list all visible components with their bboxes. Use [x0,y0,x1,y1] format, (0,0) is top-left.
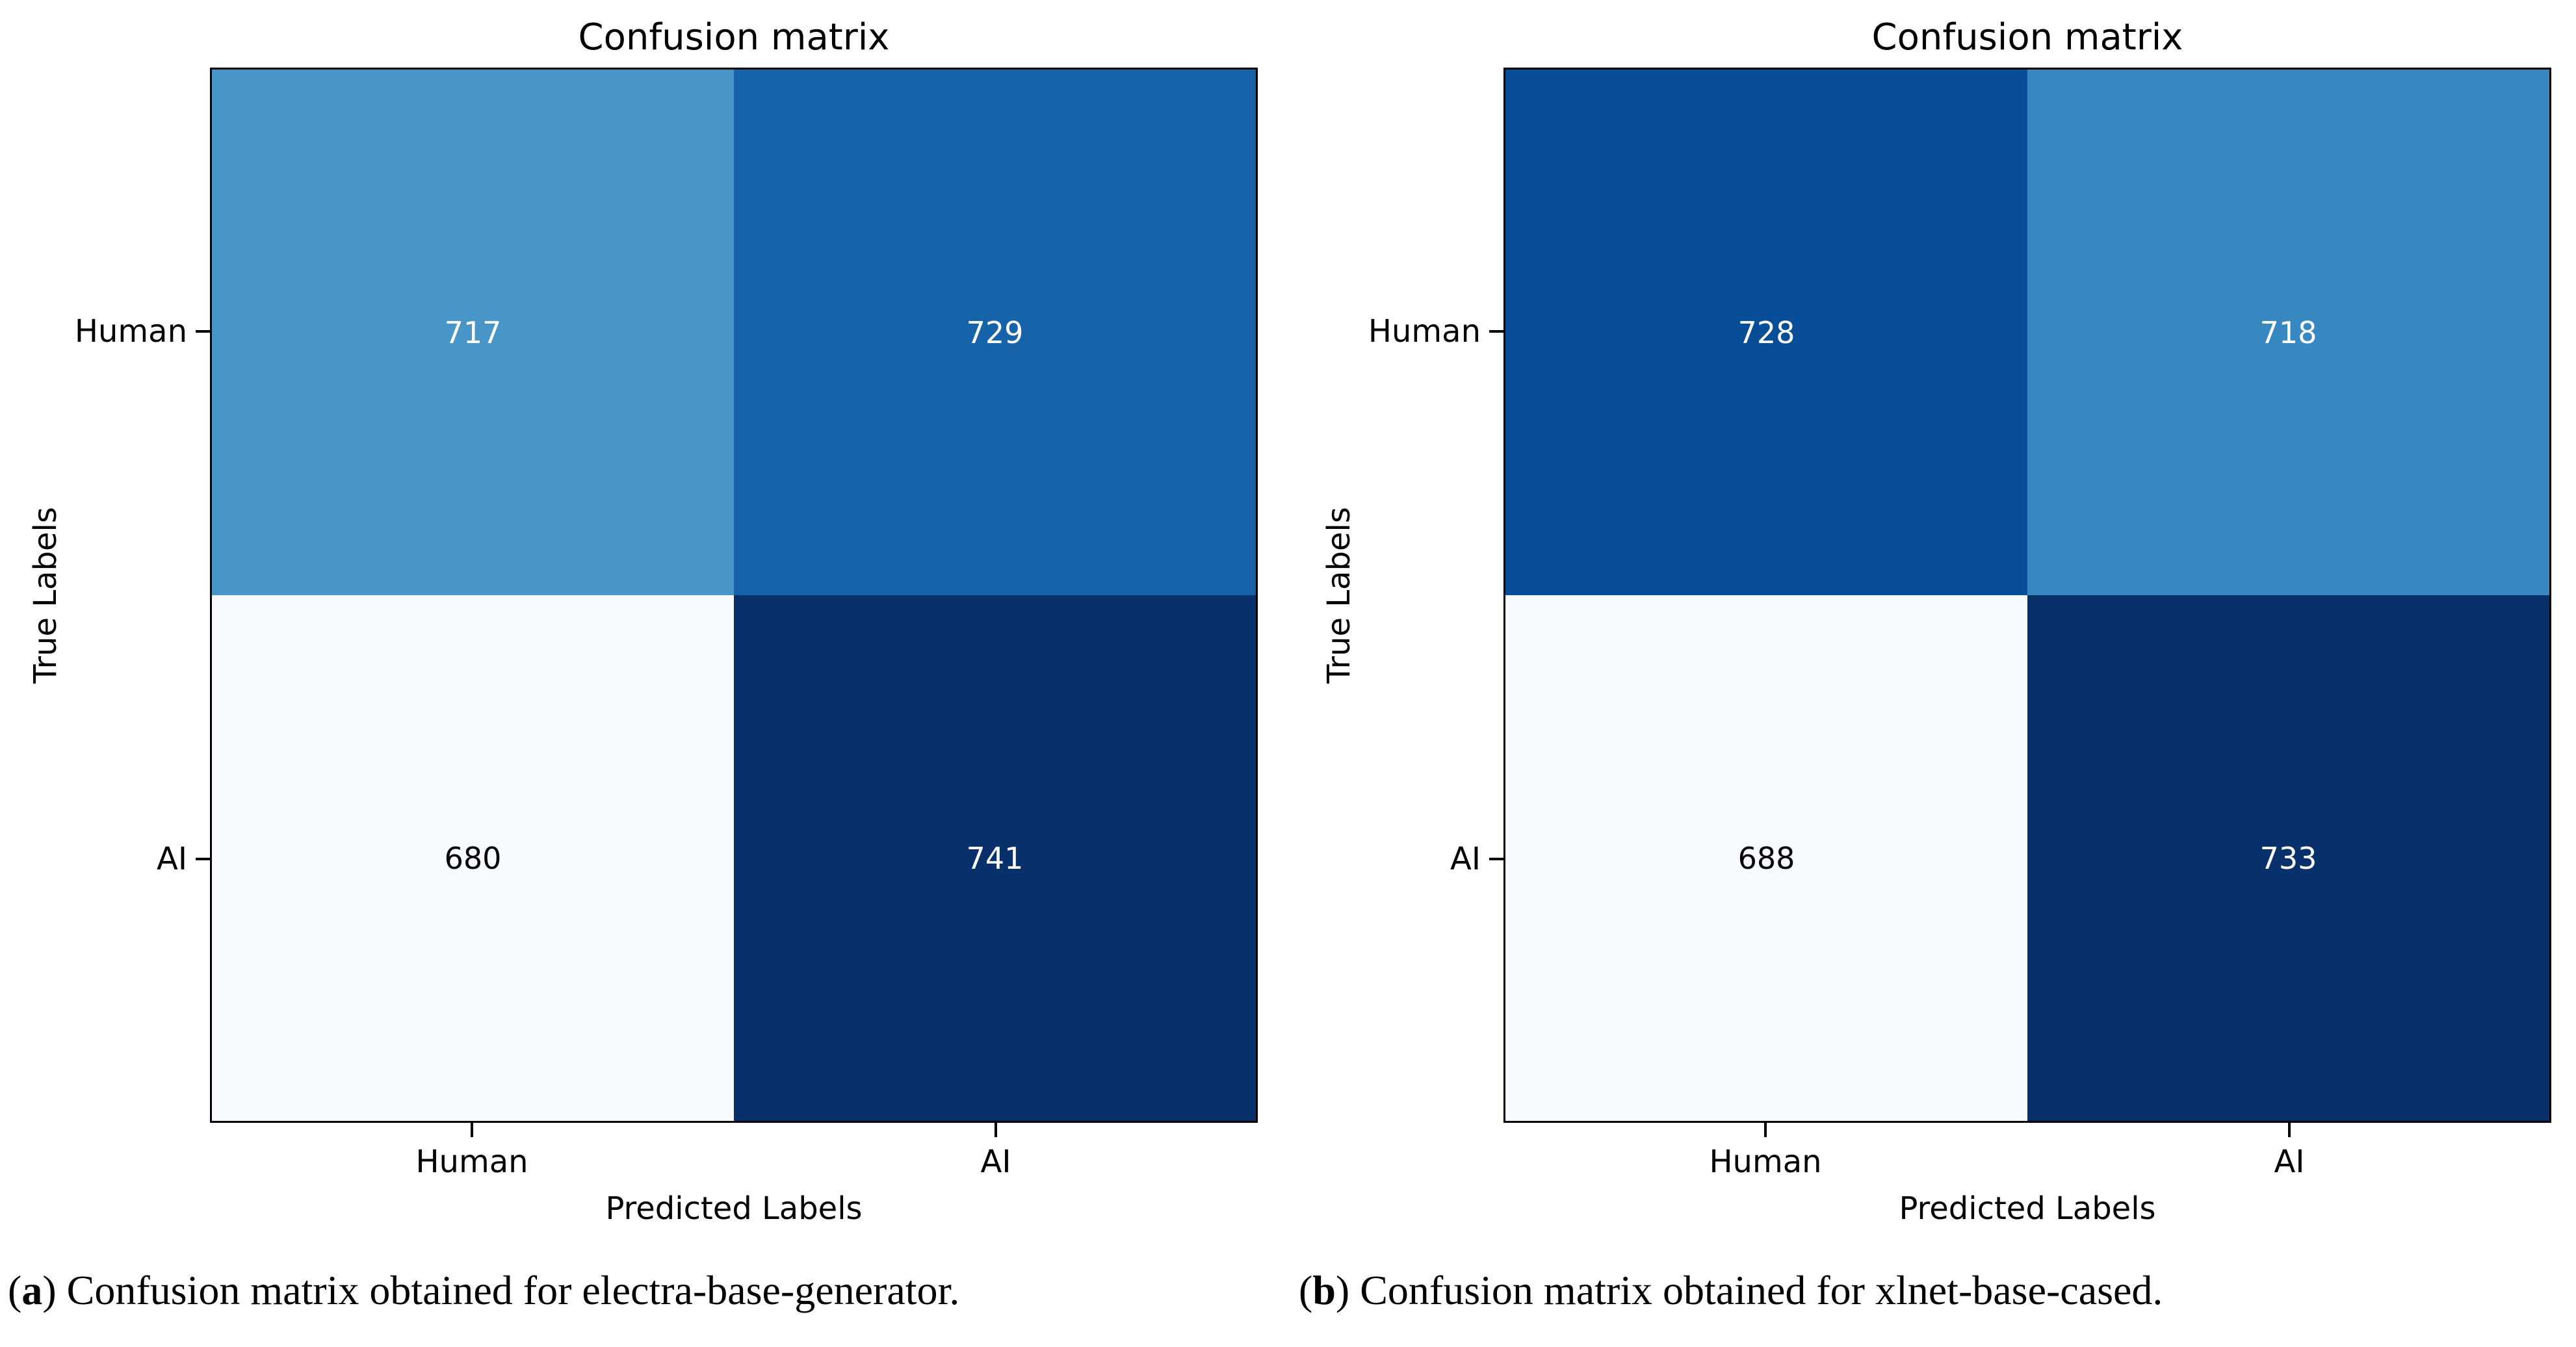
x-tick-label-human: Human [1709,1144,1822,1180]
caption-paren-open: ( [1299,1267,1313,1313]
caption-panel-letter: b [1312,1267,1336,1313]
matrix-cell-human-human: 717 [212,70,734,595]
cell-value: 733 [2259,840,2317,876]
figure-caption-b: (b) Confusion matrix obtained for xlnet-… [1299,1266,2163,1316]
x-tick-mark [471,1123,473,1137]
caption-paren-close: ) [1335,1267,1350,1313]
confusion-matrix-panel-a: Confusion matrix True Labels Human AI 71… [8,16,1258,1316]
y-tick-mark [196,858,210,860]
caption-panel-letter: a [21,1267,43,1313]
heatmap-matrix: 717 729 680 741 [210,68,1258,1123]
chart-title: Confusion matrix [1871,16,2183,58]
y-tick-mark [196,330,210,333]
x-tick-label-ai: AI [980,1144,1011,1180]
matrix-cell-human-ai: 729 [734,70,1256,595]
y-tick-mark [1489,858,1503,860]
figure-caption-a: (a) Confusion matrix obtained for electr… [8,1266,959,1316]
matrix-cell-ai-human: 680 [212,595,734,1121]
matrix-cell-ai-ai: 733 [2027,595,2549,1121]
y-tick-label-human: Human [1368,313,1481,350]
x-tick-mark [995,1123,997,1137]
confusion-matrix-panel-b: Confusion matrix True Labels Human AI 72… [1294,0,2576,1347]
cell-value: 680 [444,840,502,876]
cell-value: 717 [444,314,502,350]
cell-value: 741 [966,840,1024,876]
matrix-cell-human-ai: 718 [2027,70,2549,595]
caption-paren-close: ) [42,1267,57,1313]
y-tick-label-ai: AI [1450,841,1481,877]
y-tick-label-ai: AI [157,841,187,877]
matrix-cell-ai-ai: 741 [734,595,1256,1121]
matrix-cell-ai-human: 688 [1505,595,2027,1121]
x-tick-mark [2288,1123,2291,1137]
cell-value: 718 [2259,314,2317,350]
chart-title: Confusion matrix [578,16,890,58]
heatmap-matrix: 728 718 688 733 [1503,68,2551,1123]
x-axis-label: Predicted Labels [1899,1190,2156,1227]
y-axis-label: True Labels [27,507,64,684]
x-tick-label-ai: AI [2274,1144,2305,1180]
cell-value: 688 [1737,840,1795,876]
x-tick-mark [1764,1123,1767,1137]
cell-value: 728 [1737,314,1795,350]
caption-text: Confusion matrix obtained for electra-ba… [56,1267,960,1313]
y-tick-mark [1489,330,1503,333]
y-tick-label-human: Human [74,313,187,350]
matrix-cell-human-human: 728 [1505,70,2027,595]
y-axis-label: True Labels [1321,507,1357,684]
x-axis-label: Predicted Labels [605,1190,863,1227]
caption-text: Confusion matrix obtained for xlnet-base… [1349,1267,2163,1313]
caption-paren-open: ( [8,1267,22,1313]
x-tick-label-human: Human [415,1144,528,1180]
cell-value: 729 [966,314,1024,350]
